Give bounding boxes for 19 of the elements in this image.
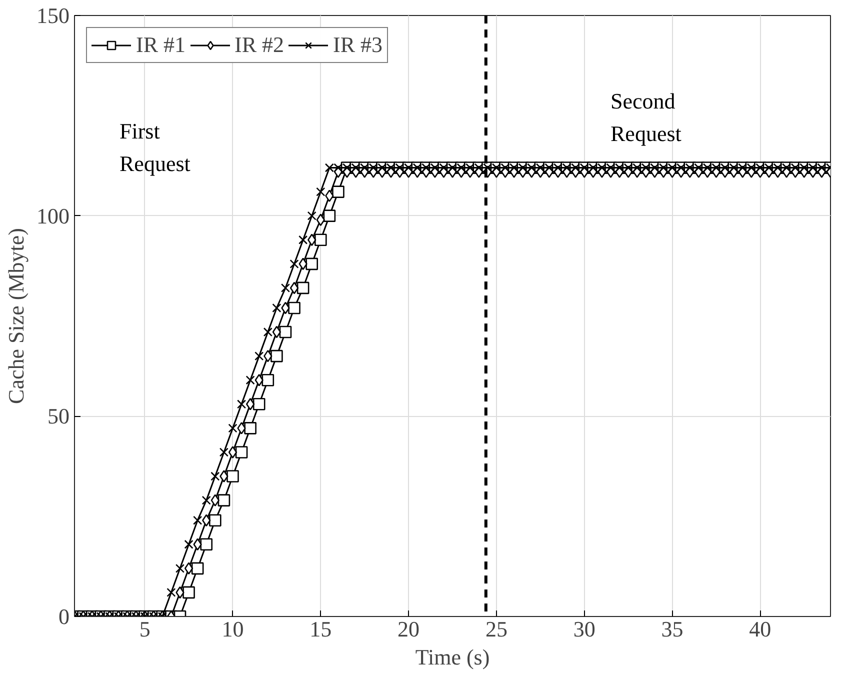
x-axis-title: Time (s) xyxy=(415,644,490,670)
x-tick-label: 10 xyxy=(222,616,244,642)
y-tick-label: 150 xyxy=(36,3,70,28)
legend-label: IR #2 xyxy=(234,32,284,58)
x-tick-label: 30 xyxy=(573,616,596,642)
annotation: First Request xyxy=(120,118,190,176)
legend-label: IR #3 xyxy=(333,32,382,58)
y-tick-label: 100 xyxy=(36,203,70,228)
legend-label: IR #1 xyxy=(136,32,186,58)
y-axis-title: Cache Size (Mbyte) xyxy=(4,228,28,404)
x-tick-label: 35 xyxy=(661,616,684,642)
annotation: Second Request xyxy=(610,88,682,146)
y-tick-label: 0 xyxy=(58,604,70,629)
x-tick-label: 15 xyxy=(310,616,332,642)
x-tick-label: 20 xyxy=(398,616,420,642)
x-tick-label: 40 xyxy=(749,616,772,642)
x-tick-label: 5 xyxy=(139,616,150,642)
x-tick-label: 25 xyxy=(485,616,508,642)
y-tick-label: 50 xyxy=(48,404,70,429)
